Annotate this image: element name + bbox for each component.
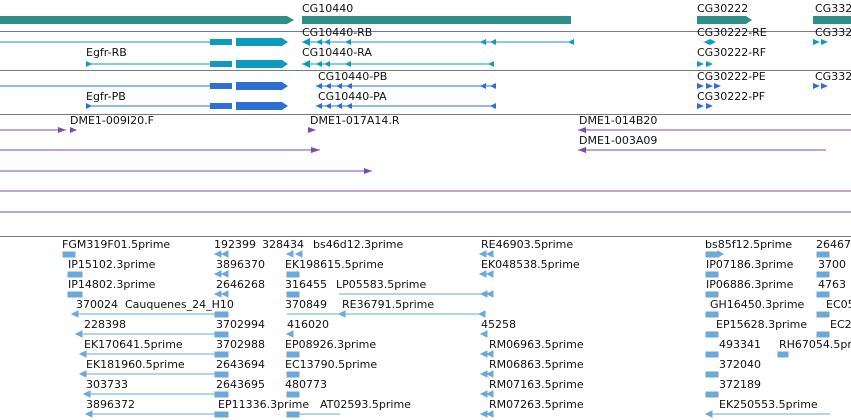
est-label[interactable]: EC2	[830, 318, 851, 331]
gene-arrow-cg30222	[746, 16, 752, 24]
gene-label[interactable]: CG332	[815, 2, 851, 15]
track-separator	[0, 31, 851, 32]
gene-bar-cg332[interactable]	[813, 16, 851, 24]
transcript-label[interactable]: CG10440-RB	[302, 26, 373, 39]
est-label[interactable]: 372040	[719, 358, 761, 371]
est-label[interactable]: 2643694	[216, 358, 265, 371]
track-separator	[0, 236, 851, 237]
est-label[interactable]: EP11336.3prime	[218, 398, 310, 411]
est-label[interactable]: IP07186.3prime	[706, 258, 794, 271]
est-label[interactable]: 316455	[285, 278, 327, 291]
est-label[interactable]: RM07263.5prime	[489, 398, 584, 411]
protein-label[interactable]: CG332	[815, 70, 851, 83]
protein-label[interactable]: Egfr-PB	[86, 90, 126, 103]
est-label[interactable]: 228398	[84, 318, 126, 331]
est-label[interactable]: 3896372	[86, 398, 135, 411]
est-label[interactable]: bs85f12.5prime	[705, 238, 793, 251]
transcript-arrow-cg30222-re	[697, 39, 716, 45]
est-label[interactable]: RM07163.5prime	[489, 378, 584, 391]
est-label[interactable]: 2646268	[216, 278, 265, 291]
est-label[interactable]: 370849	[285, 298, 327, 311]
clone-label[interactable]: DME1-014B20	[579, 114, 658, 127]
track-separator	[0, 70, 851, 71]
est-label[interactable]: IP15102.3prime	[68, 258, 156, 271]
est-label[interactable]: 3702994	[216, 318, 265, 331]
est-label[interactable]: EK170641.5prime	[84, 338, 183, 351]
est-label[interactable]: EK198615.5prime	[285, 258, 384, 271]
est-label[interactable]: EK250553.5prime	[719, 398, 818, 411]
est-label[interactable]: EP15628.3prime	[716, 318, 808, 331]
est-label[interactable]: RH67054.5prime	[779, 338, 851, 351]
est-label[interactable]: EK048538.5prime	[481, 258, 580, 271]
est-label[interactable]: AT02593.5prime	[320, 398, 411, 411]
protein-label[interactable]: CG30222-PE	[697, 70, 766, 83]
est-label[interactable]: RM06863.5prime	[489, 358, 584, 371]
est-label[interactable]: Cauquenes_24_H10	[125, 298, 234, 311]
est-label[interactable]: RM06963.5prime	[489, 338, 584, 351]
protein-label[interactable]: CG30222-PF	[697, 90, 766, 103]
est-label[interactable]: 480773	[285, 378, 327, 391]
est-label[interactable]: 416020	[287, 318, 329, 331]
gene-bar-cg30222[interactable]	[697, 16, 746, 24]
est-label[interactable]: EP08926.3prime	[285, 338, 377, 351]
est-label[interactable]: FGM319F01.5prime	[62, 238, 171, 251]
gene-bar-cg10440-left[interactable]	[0, 16, 287, 24]
est-label[interactable]: GH16450.3prime	[710, 298, 805, 311]
est-label[interactable]: 3896370	[216, 258, 265, 271]
est-label[interactable]: EC05	[826, 298, 851, 311]
clone-label[interactable]: DME1-009I20.F	[70, 114, 154, 127]
est-label[interactable]: 303733	[86, 378, 128, 391]
est-label[interactable]: 26467	[816, 238, 851, 251]
transcript-label[interactable]: CG10440-RA	[302, 46, 372, 59]
est-label[interactable]: 493341	[719, 338, 761, 351]
est-label[interactable]: EC13790.5prime	[285, 358, 378, 371]
est-label[interactable]: EK181960.5prime	[86, 358, 185, 371]
track-separator	[0, 114, 851, 115]
clone-label[interactable]: DME1-003A09	[579, 134, 658, 147]
est-label[interactable]: 192399	[214, 238, 256, 251]
est-label[interactable]: RE36791.5prime	[342, 298, 435, 311]
est-label[interactable]: 3700	[818, 258, 846, 271]
est-label[interactable]: 328434	[262, 238, 304, 251]
gene-arrow-cg10440	[287, 16, 294, 24]
clone-label[interactable]: DME1-017A14.R	[310, 114, 400, 127]
est-label[interactable]: 372189	[719, 378, 761, 391]
est-label[interactable]: IP06886.3prime	[706, 278, 794, 291]
est-label[interactable]: 45258	[481, 318, 516, 331]
protein-label[interactable]: CG10440-PB	[318, 70, 388, 83]
est-label[interactable]: 2643695	[216, 378, 265, 391]
gene-label[interactable]: CG10440	[302, 2, 354, 15]
est-label[interactable]: 3702988	[216, 338, 265, 351]
protein-label[interactable]: CG10440-PA	[318, 90, 387, 103]
est-label[interactable]: LP05583.5prime	[336, 278, 427, 291]
transcript-label[interactable]: CG30222-RE	[697, 26, 767, 39]
transcript-label[interactable]: CG332	[815, 26, 851, 39]
est-label[interactable]: 370024	[76, 298, 118, 311]
est-label[interactable]: IP14802.3prime	[68, 278, 156, 291]
transcript-label[interactable]: Egfr-RB	[86, 46, 127, 59]
gene-bar-cg10440[interactable]	[302, 16, 571, 24]
gene-label[interactable]: CG30222	[697, 2, 749, 15]
transcript-label[interactable]: CG30222-RF	[697, 46, 767, 59]
est-label[interactable]: 4763	[818, 278, 846, 291]
est-label[interactable]: RE46903.5prime	[481, 238, 574, 251]
est-label[interactable]: bs46d12.3prime	[313, 238, 404, 251]
